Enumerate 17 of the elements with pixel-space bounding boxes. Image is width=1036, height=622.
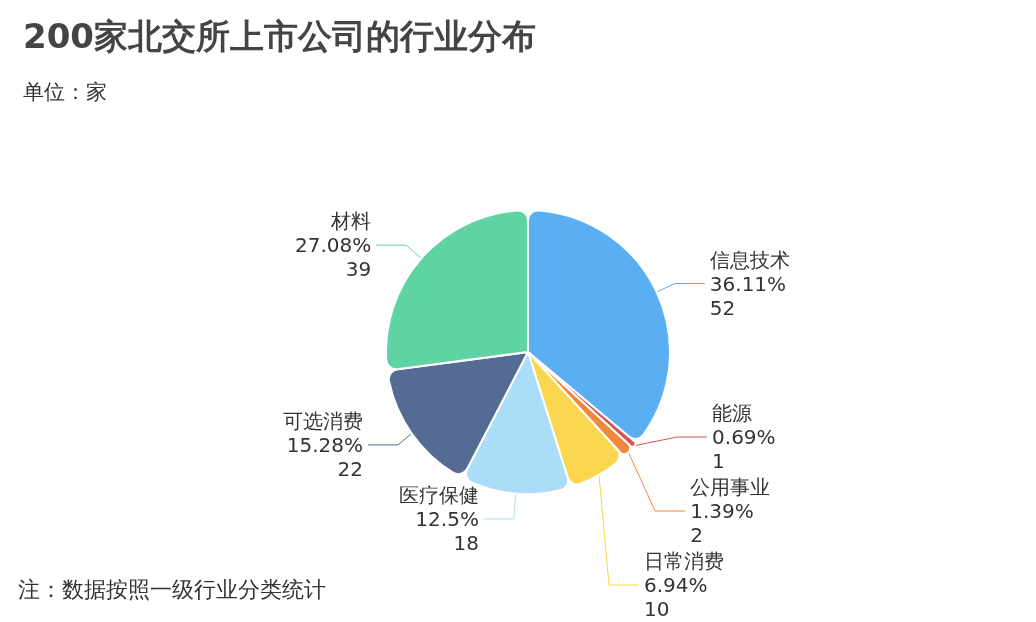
data-label: 6.94% 10 [644, 573, 708, 621]
slice-label: 信息技术 [709, 247, 790, 272]
slice-label: 医疗保健 [398, 482, 479, 507]
data-label: 15.28% 22 [286, 432, 364, 481]
text: 单位：家 [23, 79, 107, 104]
slice-label: 公用事业 [690, 475, 771, 499]
slice-label: 可选消费 [283, 408, 364, 433]
slice-label: 能源 [712, 401, 753, 425]
slice-label: 日常消费 [644, 549, 725, 573]
data-label: 12.5% 18 [415, 506, 479, 555]
text: 注：数据按照一级行业分类统计 [18, 576, 326, 602]
data-label: 27.08% 39 [294, 233, 372, 282]
data-label: 36.11% 52 [709, 271, 787, 320]
data-label: 0.69% 1 [712, 425, 776, 473]
chart-title: 200家北交所上市公司的行业分布 [23, 16, 536, 56]
data-label: 1.39% 2 [690, 499, 754, 547]
slice-label: 材料 [330, 209, 372, 234]
